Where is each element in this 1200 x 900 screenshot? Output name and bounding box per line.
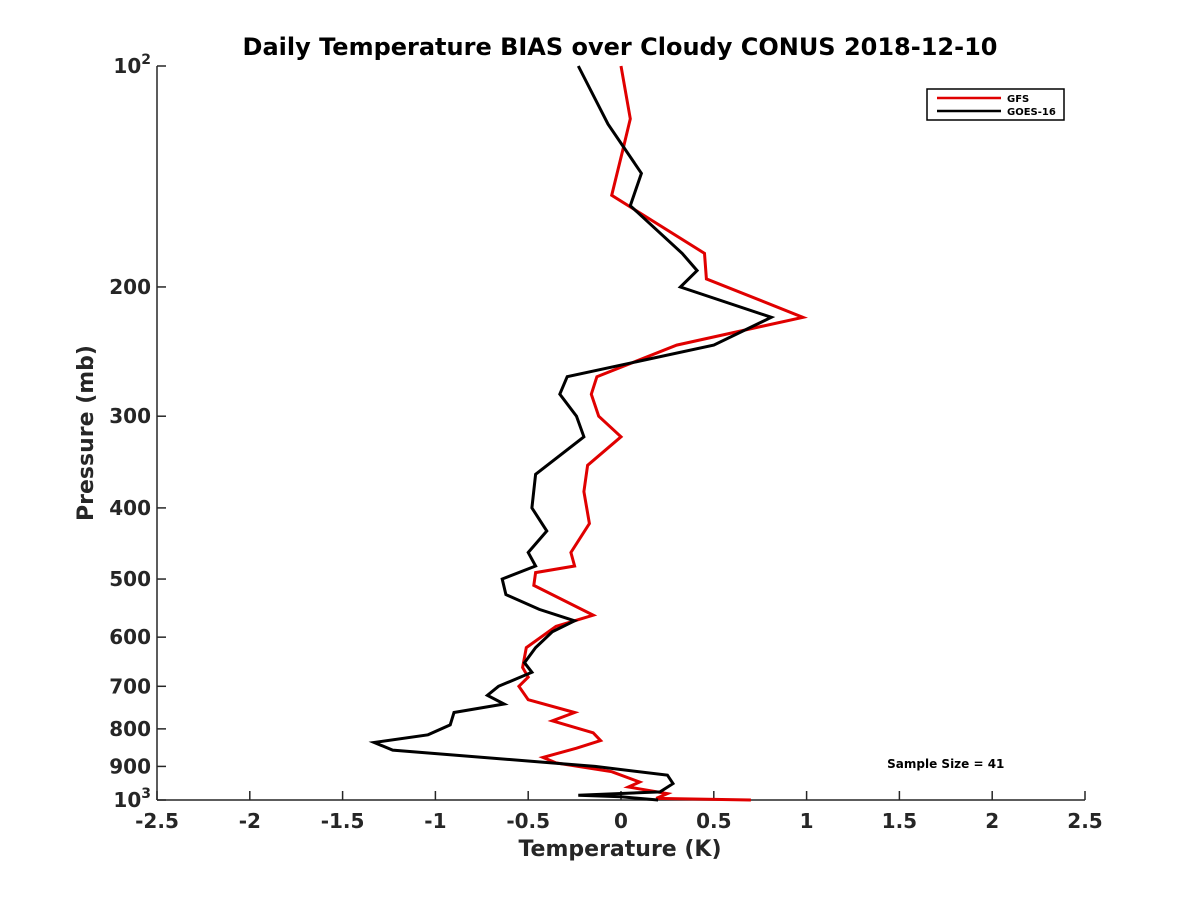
y-axis-ticks: 102 200 300 400 500 600 700 800 900 103	[109, 52, 166, 812]
x-tick-label: 0	[614, 809, 628, 833]
y-tick-label: 700	[109, 674, 151, 698]
y-tick-label: 500	[109, 567, 151, 591]
x-axis-ticks: -2.5 -2 -1.5 -1 -0.5 0 0.5 1 1.5 2 2.5	[135, 791, 1103, 833]
y-axis-label: Pressure (mb)	[74, 345, 99, 521]
y-tick-label: 900	[109, 754, 151, 778]
chart-title: Daily Temperature BIAS over Cloudy CONUS…	[243, 33, 998, 61]
series-line-gfs	[516, 65, 808, 802]
series-line-goes-16	[368, 65, 776, 802]
x-tick-label: -0.5	[506, 809, 550, 833]
y-tick-label: 102	[113, 52, 151, 78]
annotations: Sample Size = 41	[887, 757, 1004, 771]
x-tick-label: 1.5	[882, 809, 917, 833]
x-tick-label: -2	[239, 809, 261, 833]
x-tick-label: 1	[800, 809, 814, 833]
y-tick-label: 200	[109, 275, 151, 299]
x-tick-label: 0.5	[696, 809, 731, 833]
series-layer	[368, 65, 808, 802]
x-tick-label: -2.5	[135, 809, 179, 833]
legend: GFS GOES-16	[926, 88, 1065, 121]
x-tick-label: -1.5	[321, 809, 365, 833]
x-tick-label: 2.5	[1067, 809, 1102, 833]
y-tick-label: 300	[109, 404, 151, 428]
sample-size-annotation: Sample Size = 41	[887, 757, 1004, 771]
legend-label: GOES-16	[1007, 107, 1056, 118]
y-tick-label: 800	[109, 717, 151, 741]
x-tick-label: 2	[985, 809, 999, 833]
x-axis-label: Temperature (K)	[518, 837, 721, 862]
x-tick-label: -1	[424, 809, 446, 833]
axes	[156, 66, 1085, 801]
y-tick-label: 400	[109, 496, 151, 520]
y-tick-label: 103	[113, 786, 151, 812]
legend-box	[926, 88, 1065, 121]
y-tick-label: 600	[109, 625, 151, 649]
legend-label: GFS	[1007, 94, 1029, 105]
